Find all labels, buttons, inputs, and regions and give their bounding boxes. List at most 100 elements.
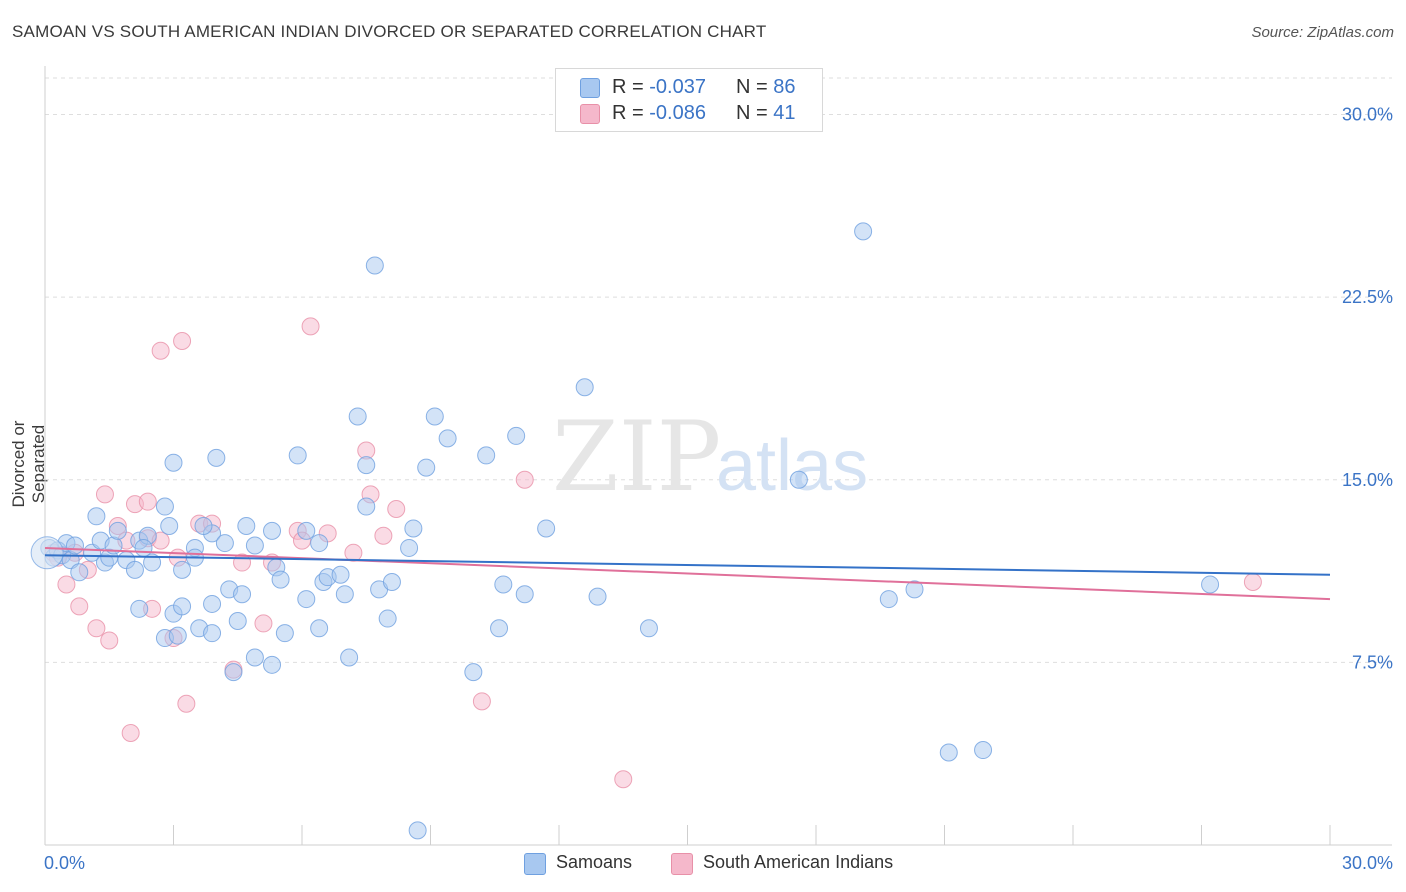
south-american-indians-point [344,543,363,562]
samoans-point [297,521,316,540]
samoans-point [365,256,384,275]
watermark-zip: ZIP [552,401,721,513]
south-american-indians-point [374,526,393,545]
samoans-point [404,519,423,538]
samoans-point [310,619,329,638]
samoans-point [335,585,354,604]
samoans-point [70,563,89,582]
samoans-point [340,648,359,667]
legend-label-samoans: Samoans [556,852,633,872]
samoans-point [160,517,179,536]
samoans-point [207,448,226,467]
samoans-point [275,624,294,643]
samoans-point [905,580,924,599]
samoans-point [789,470,808,489]
samoans-point [263,655,282,674]
samoans-point [537,519,556,538]
samoans-point [168,626,187,645]
south-american-indians-point [254,614,273,633]
samoans-point [30,536,64,570]
legend-label-south-american-indians: South American Indians [703,852,894,872]
r-label: R = [612,76,644,98]
series-south-american-indians [44,317,1262,789]
samoans-point [271,570,290,589]
samoans-point [879,590,898,609]
samoans-point [464,663,483,682]
samoans-point [297,590,316,609]
chart-title: SAMOAN VS SOUTH AMERICAN INDIAN DIVORCED… [12,22,767,41]
n-label: N = [736,102,768,124]
south-american-indians-point [614,770,633,789]
samoans-point [400,538,419,557]
samoans-point [477,446,496,465]
south-american-indians-point [301,317,320,336]
south-american-indians-point [173,331,192,350]
south-american-indians-point [87,619,106,638]
samoans-point [507,426,526,445]
south-american-indians-point [138,492,157,511]
samoans-point [233,585,252,604]
samoans-point [203,624,222,643]
samoans-point [494,575,513,594]
tick-labels: 7.5% 15.0% 22.5% 30.0% 0.0% 30.0% [44,105,1393,873]
samoans-point [224,663,243,682]
samoans-point [173,560,192,579]
samoans-point [425,407,444,426]
trend-line-south-american-indians [44,546,1331,601]
samoans-point [382,573,401,592]
samoans-point [974,741,993,760]
samoans-point [438,429,457,448]
south-american-indians-point [57,575,76,594]
samoans-point [228,611,247,630]
south-american-indians-point [472,692,491,711]
x-tick-label: 0.0% [44,853,85,873]
samoans-point [65,536,84,555]
source-label: Source: ZipAtlas.com [1251,24,1394,41]
legend-swatch-samoans [580,78,600,98]
samoans-point [357,456,376,475]
legend-swatch-south-american-indians [580,104,600,124]
watermark: ZIP atlas [552,401,868,513]
samoans-point [1201,575,1220,594]
samoans-point [215,534,234,553]
r-value-samoans: -0.037 [649,76,706,98]
samoans-point [130,599,149,618]
samoans-point [194,517,213,536]
y-tick-label: 22.5% [1342,287,1393,307]
y-tick-label: 7.5% [1352,652,1393,672]
samoans-point [515,585,534,604]
south-american-indians-point [177,694,196,713]
samoans-point [588,587,607,606]
series-samoans [30,222,1220,840]
axes [44,66,1392,846]
south-american-indians-point [100,631,119,650]
samoans-point [164,453,183,472]
x-tick-label: 30.0% [1342,853,1393,873]
samoans-point [490,619,509,638]
samoans-point [87,507,106,526]
samoans-point [417,458,436,477]
samoans-point [143,553,162,572]
samoans-point [125,560,144,579]
samoans-point [408,821,427,840]
samoans-point [155,497,174,516]
samoans-point [378,609,397,628]
samoans-point [237,517,256,536]
samoans-point [83,543,102,562]
samoans-point [203,594,222,613]
legend-swatch-south-american-indians [671,853,693,875]
samoans-point [245,536,264,555]
samoans-point [134,538,153,557]
samoans-point [357,497,376,516]
n-label: N = [736,76,768,98]
south-american-indians-point [387,499,406,518]
samoans-point [310,534,329,553]
samoans-point [331,565,350,584]
south-american-indians-point [151,341,170,360]
samoans-point [288,446,307,465]
samoans-point [245,648,264,667]
correlation-legend: R = -0.037 N = 86 R = -0.086 N = 41 [555,68,823,132]
south-american-indians-point [95,485,114,504]
samoans-point [939,743,958,762]
